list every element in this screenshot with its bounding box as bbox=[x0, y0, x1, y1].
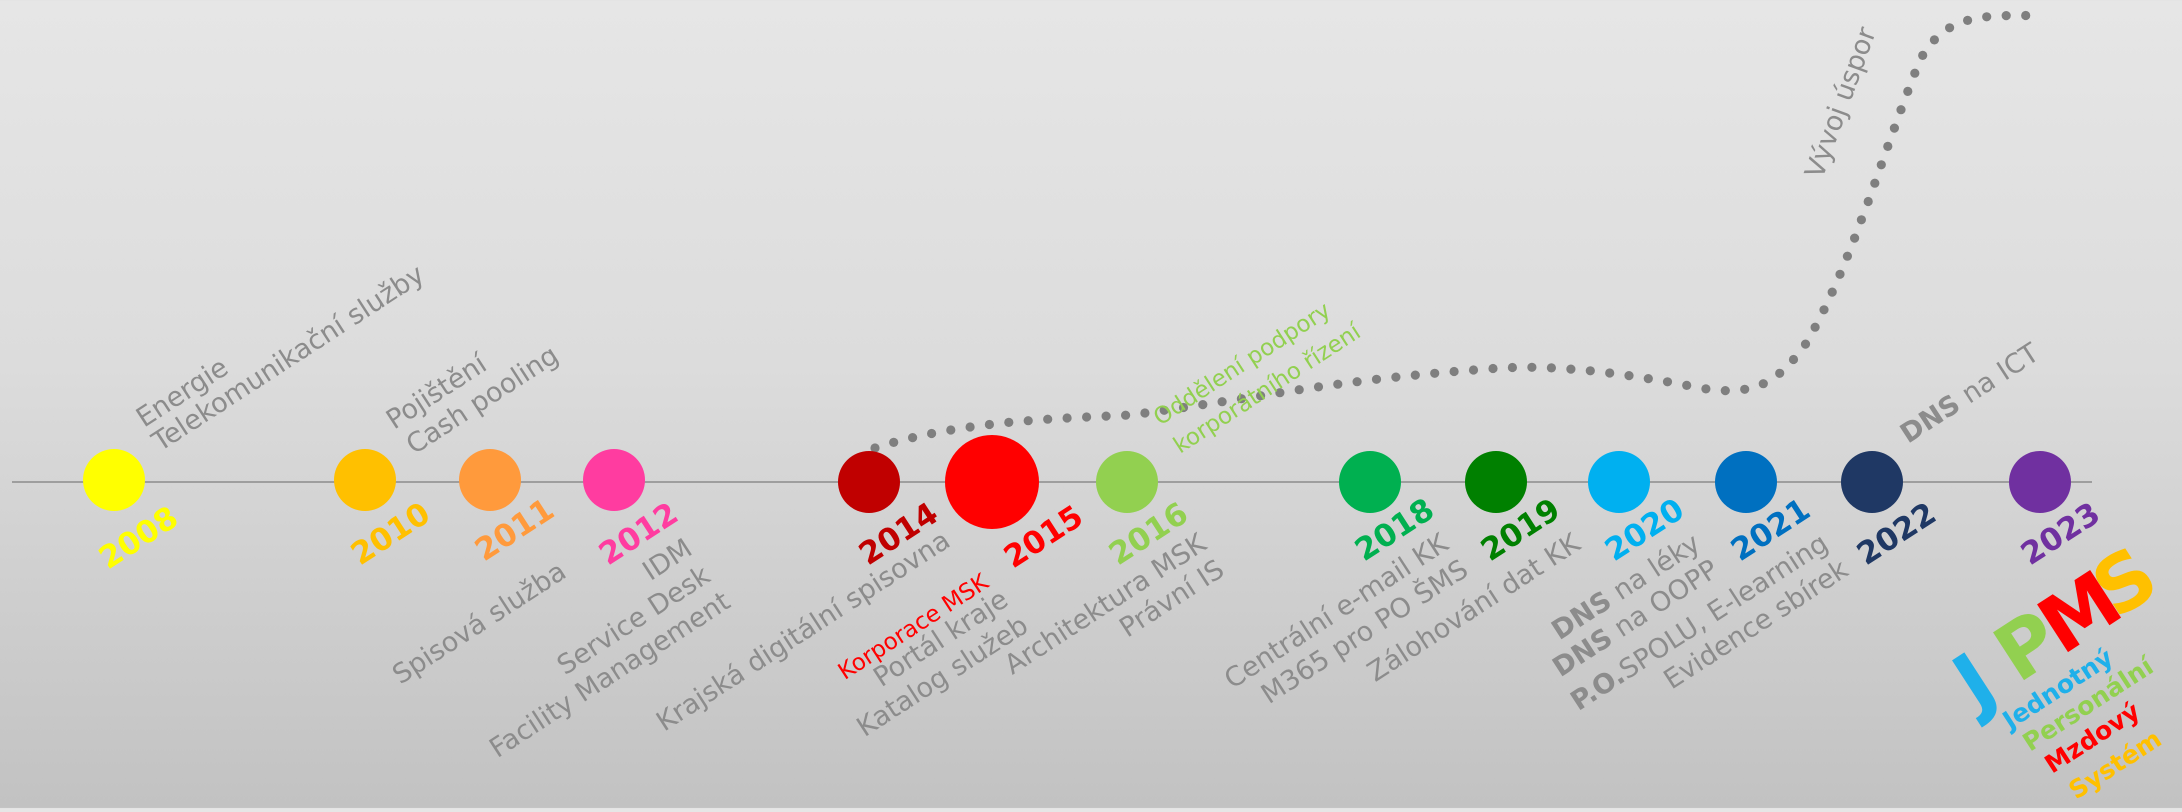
milestone-2023-circle bbox=[2009, 451, 2071, 513]
savings-dot bbox=[1605, 368, 1615, 378]
savings-dot bbox=[984, 419, 995, 430]
savings-dot bbox=[1929, 35, 1939, 45]
savings-dot bbox=[1982, 12, 1992, 22]
milestone-2018-circle bbox=[1339, 451, 1401, 513]
milestone-2021-circle bbox=[1715, 451, 1777, 513]
label-spisova-sluzba: Spisová služba bbox=[387, 556, 572, 691]
savings-dot bbox=[1043, 414, 1053, 424]
milestone-2010-circle bbox=[334, 449, 396, 511]
savings-dot bbox=[1101, 411, 1111, 421]
savings-dot bbox=[1842, 251, 1852, 261]
milestone-2022-circle bbox=[1841, 451, 1903, 513]
savings-dot bbox=[1876, 160, 1886, 170]
savings-dot bbox=[1488, 363, 1498, 374]
savings-dot bbox=[1800, 339, 1811, 349]
savings-dot bbox=[1121, 410, 1131, 420]
savings-dots bbox=[870, 10, 2031, 453]
savings-dot bbox=[1835, 269, 1845, 279]
savings-dot bbox=[1449, 366, 1459, 377]
savings-dot bbox=[1527, 362, 1537, 372]
savings-dot bbox=[1788, 354, 1799, 365]
savings-dot bbox=[1140, 408, 1150, 418]
milestone-2016-circle bbox=[1096, 451, 1158, 513]
milestone-2015-circle bbox=[945, 435, 1039, 529]
savings-dot bbox=[1810, 322, 1820, 332]
savings-dot bbox=[1391, 372, 1401, 382]
savings-dot bbox=[1889, 123, 1899, 133]
year-2008: 2008 bbox=[93, 500, 185, 577]
savings-dot bbox=[1430, 368, 1440, 378]
savings-dot bbox=[1178, 402, 1189, 413]
label-dns-ict-rest: na ICT bbox=[1949, 337, 2045, 415]
label-dns-na-ict: DNS na ICT bbox=[1895, 337, 2045, 450]
savings-dot bbox=[2001, 11, 2011, 21]
savings-dot bbox=[1468, 365, 1479, 375]
savings-dot bbox=[1004, 417, 1014, 427]
savings-dot bbox=[1662, 377, 1673, 387]
savings-dot bbox=[1062, 413, 1072, 423]
savings-dot bbox=[965, 422, 975, 432]
savings-dot bbox=[1294, 385, 1304, 395]
savings-dot bbox=[1701, 384, 1711, 394]
milestone-2014-circle bbox=[838, 451, 900, 513]
savings-dot bbox=[946, 425, 956, 435]
savings-dot bbox=[1236, 394, 1246, 404]
savings-dot bbox=[1870, 178, 1880, 188]
savings-dot bbox=[1963, 15, 1973, 25]
savings-curve bbox=[875, 15, 2045, 448]
milestone-2012-circle bbox=[583, 449, 645, 511]
savings-dot bbox=[908, 433, 918, 443]
savings-dot bbox=[889, 437, 899, 447]
label-telekomunikacni-sluzby: Telekomunikační služby bbox=[146, 259, 430, 459]
savings-dot bbox=[1856, 215, 1866, 225]
savings-dot bbox=[2021, 10, 2031, 21]
savings-dot bbox=[1775, 368, 1785, 378]
savings-dot bbox=[1585, 366, 1595, 376]
savings-dot bbox=[870, 443, 880, 453]
savings-dot bbox=[1910, 68, 1920, 78]
savings-dot bbox=[1566, 364, 1576, 374]
savings-dot bbox=[1720, 386, 1730, 396]
savings-dot bbox=[1883, 141, 1893, 151]
savings-dot bbox=[1758, 379, 1768, 389]
savings-dot bbox=[1410, 370, 1420, 380]
milestone-2019-circle bbox=[1465, 451, 1527, 513]
savings-dot bbox=[1740, 384, 1750, 394]
savings-dot bbox=[1217, 397, 1227, 407]
savings-dot bbox=[927, 428, 937, 439]
savings-dot bbox=[1546, 363, 1556, 373]
savings-dot bbox=[1945, 23, 1955, 33]
savings-dot bbox=[1643, 374, 1653, 384]
savings-dot bbox=[1819, 305, 1829, 315]
savings-dot bbox=[1371, 374, 1382, 384]
savings-dot bbox=[1827, 287, 1837, 297]
savings-dot bbox=[1198, 400, 1208, 410]
savings-dot bbox=[1275, 388, 1285, 398]
savings-dot bbox=[1352, 377, 1362, 387]
savings-label: Vývoj úspor bbox=[1799, 22, 1883, 182]
savings-dot bbox=[1896, 105, 1906, 115]
savings-dot bbox=[1333, 379, 1343, 389]
milestone-2008-circle bbox=[83, 449, 145, 511]
savings-dot bbox=[1918, 50, 1928, 61]
savings-dot bbox=[1682, 380, 1692, 390]
savings-dot bbox=[1159, 405, 1169, 415]
milestone-2020-circle bbox=[1588, 451, 1650, 513]
savings-dot bbox=[1903, 86, 1913, 96]
savings-dot bbox=[1850, 233, 1860, 243]
savings-dot bbox=[1507, 362, 1517, 373]
savings-dot bbox=[1624, 371, 1634, 381]
savings-dot bbox=[1082, 412, 1092, 422]
savings-dot bbox=[1863, 196, 1873, 207]
jpms-acronym: J P M S Jednotný Personální Mzdový Systé… bbox=[1934, 530, 2173, 805]
savings-dot bbox=[1313, 382, 1324, 392]
savings-dot bbox=[1023, 416, 1033, 426]
savings-dot bbox=[1256, 391, 1266, 401]
milestone-2011-circle bbox=[459, 449, 521, 511]
